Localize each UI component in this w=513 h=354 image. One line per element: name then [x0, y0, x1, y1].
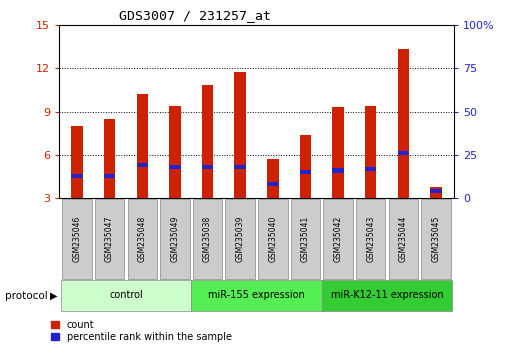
Bar	[226, 199, 255, 279]
Bar	[169, 106, 181, 198]
Text: GSM235045: GSM235045	[431, 216, 441, 262]
Text: GSM235041: GSM235041	[301, 216, 310, 262]
Bar	[71, 174, 83, 178]
Bar	[128, 199, 157, 279]
Text: GSM235042: GSM235042	[333, 216, 343, 262]
Text: GSM235040: GSM235040	[268, 216, 278, 262]
Bar	[104, 119, 115, 198]
Bar	[398, 49, 409, 198]
Bar	[332, 107, 344, 198]
Bar	[202, 85, 213, 198]
Bar	[332, 169, 344, 172]
Text: miR-K12-11 expression: miR-K12-11 expression	[331, 290, 443, 300]
Text: GSM235039: GSM235039	[235, 216, 245, 262]
Bar	[291, 199, 320, 279]
Bar	[356, 199, 385, 279]
Bar	[71, 126, 83, 198]
Bar	[202, 165, 213, 169]
Text: protocol: protocol	[5, 291, 48, 301]
Bar	[136, 163, 148, 167]
Bar	[267, 182, 279, 187]
Bar	[160, 199, 190, 279]
Bar	[258, 199, 287, 279]
Bar	[323, 199, 353, 279]
Bar	[136, 94, 148, 198]
Bar	[267, 159, 279, 198]
Bar	[234, 165, 246, 169]
Bar	[61, 280, 191, 311]
Legend: count, percentile rank within the sample: count, percentile rank within the sample	[51, 320, 231, 342]
Text: GSM235049: GSM235049	[170, 216, 180, 262]
Text: GDS3007 / 231257_at: GDS3007 / 231257_at	[119, 9, 271, 22]
Text: GSM235043: GSM235043	[366, 216, 375, 262]
Bar	[191, 280, 322, 311]
Bar	[322, 280, 452, 311]
Text: miR-155 expression: miR-155 expression	[208, 290, 305, 300]
Bar	[389, 199, 418, 279]
Bar	[300, 170, 311, 174]
Bar	[104, 174, 115, 178]
Bar	[95, 199, 124, 279]
Bar	[430, 189, 442, 193]
Bar	[430, 187, 442, 198]
Text: GSM235048: GSM235048	[138, 216, 147, 262]
Text: control: control	[109, 290, 143, 300]
Text: GSM235038: GSM235038	[203, 216, 212, 262]
Bar	[421, 199, 451, 279]
Bar	[193, 199, 222, 279]
Text: GSM235047: GSM235047	[105, 216, 114, 262]
Bar	[300, 135, 311, 198]
Bar	[398, 151, 409, 155]
Bar	[169, 165, 181, 169]
Bar	[365, 167, 377, 171]
Text: ▶: ▶	[50, 291, 58, 301]
Bar	[234, 73, 246, 198]
Text: GSM235044: GSM235044	[399, 216, 408, 262]
Bar	[62, 199, 92, 279]
Text: GSM235046: GSM235046	[72, 216, 82, 262]
Bar	[365, 106, 377, 198]
